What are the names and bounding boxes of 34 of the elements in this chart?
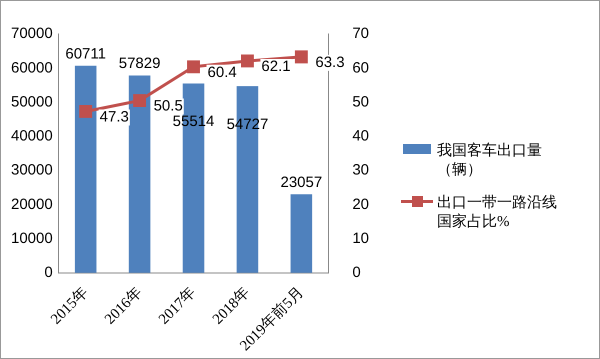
data-label: 63.3 — [315, 54, 345, 72]
y2-tick-label: 0 — [352, 264, 361, 282]
point — [187, 60, 200, 74]
y2-tick-label: 20 — [352, 196, 370, 213]
y2-tick-label: 60 — [352, 59, 370, 76]
y-tick-label: 30000 — [10, 162, 53, 179]
legend-label: 我国客车出口量（辆） — [437, 141, 543, 179]
data-label: 62.1 — [261, 58, 291, 76]
data-label: 47.3 — [100, 108, 129, 126]
data-label: 50.5 — [154, 98, 183, 115]
point — [79, 105, 92, 118]
bar — [290, 194, 312, 273]
y-tick-label: 20000 — [10, 196, 53, 213]
data-label: 23057 — [280, 174, 322, 191]
data-label: 57829 — [118, 55, 160, 72]
y-tick-label: 70000 — [10, 25, 53, 42]
y-tick-label: 40000 — [10, 128, 53, 145]
point — [294, 50, 308, 64]
data-label: 60711 — [65, 45, 106, 62]
legend-label: 出口一带一路沿线国家占比% — [437, 194, 558, 231]
point — [133, 94, 146, 108]
y2-tick-label: 40 — [352, 128, 370, 145]
y-tick-label: 60000 — [10, 59, 53, 76]
point — [240, 54, 254, 68]
y2-tick-label: 70 — [352, 25, 370, 42]
y-tick-label: 0 — [44, 264, 53, 282]
bar — [128, 76, 150, 273]
data-label: 60.4 — [208, 64, 237, 81]
y2-tick-label: 30 — [352, 162, 370, 179]
bar — [74, 66, 96, 273]
y-tick-label: 50000 — [10, 93, 53, 110]
y2-tick-label: 10 — [352, 230, 370, 247]
y2-tick-label: 50 — [352, 93, 370, 110]
y-tick-label: 10000 — [10, 230, 53, 247]
